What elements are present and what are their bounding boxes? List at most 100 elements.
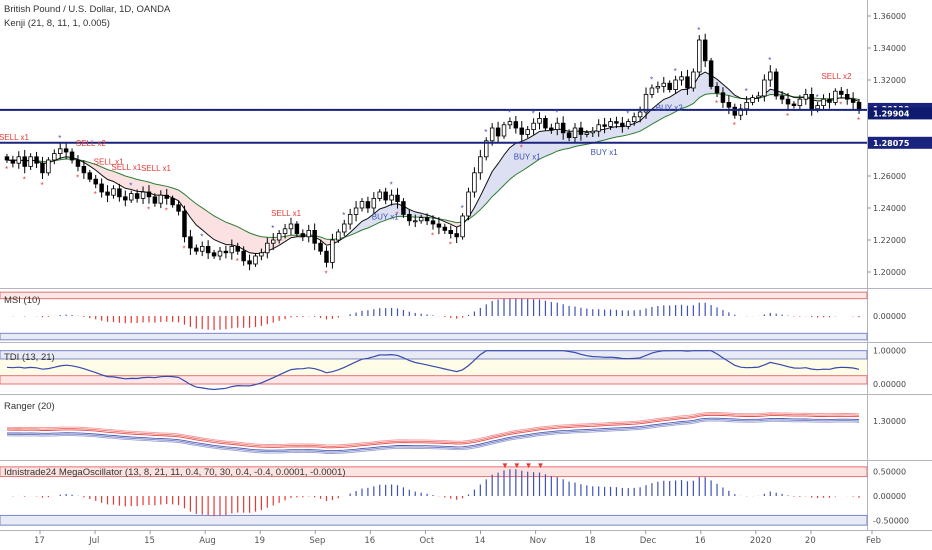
candle xyxy=(146,191,152,198)
candle xyxy=(549,127,554,131)
candle xyxy=(797,98,803,106)
sell-label: SELL x1 xyxy=(0,133,29,142)
candle xyxy=(4,156,10,161)
buy-star: * xyxy=(745,87,748,96)
candle xyxy=(22,156,27,167)
candle xyxy=(306,229,311,238)
ema-cloud xyxy=(214,215,220,243)
ema-cloud xyxy=(154,184,161,196)
buy-star: * xyxy=(58,134,61,143)
ema-cloud xyxy=(509,143,516,180)
time-label: 14 xyxy=(475,536,486,546)
candle xyxy=(170,197,175,206)
candle xyxy=(454,233,459,238)
sell-star: * xyxy=(857,116,860,125)
ema-cloud xyxy=(498,154,505,192)
ema-cloud xyxy=(361,218,368,230)
buy-star: * xyxy=(674,67,677,76)
ema-cloud xyxy=(113,171,120,185)
time-label: Oct xyxy=(419,536,434,546)
ema-cloud xyxy=(551,128,558,154)
ema-cloud xyxy=(675,89,682,112)
candle xyxy=(259,252,264,257)
candle xyxy=(495,127,501,137)
buy-label: BUY x1 xyxy=(514,152,542,161)
price-tick-label: 1.24000 xyxy=(873,204,906,213)
buy-star: * xyxy=(129,182,132,191)
buy-label: BUY x2 xyxy=(656,104,684,113)
ema-cloud xyxy=(616,126,623,137)
candle xyxy=(572,127,578,138)
candle xyxy=(324,250,329,263)
ema-cloud xyxy=(160,185,167,196)
buy-star: * xyxy=(508,108,511,117)
mega-sell-arrow: ▼ xyxy=(537,461,545,470)
buy-star: * xyxy=(816,93,819,102)
mega-sell-arrow: ▼ xyxy=(525,461,533,470)
time-label: Nov xyxy=(530,536,547,546)
tdi-line xyxy=(6,350,860,391)
tdi-lower-band xyxy=(0,375,868,385)
ema-cloud xyxy=(243,229,250,253)
ranger-lower xyxy=(7,417,860,452)
candle xyxy=(844,94,850,100)
ranger-upper xyxy=(6,414,860,449)
mega-sell-arrow: ▼ xyxy=(513,461,521,470)
ema-cloud xyxy=(492,163,499,197)
ema-cloud xyxy=(634,120,641,134)
candle xyxy=(850,98,856,103)
candle xyxy=(448,229,453,234)
candle xyxy=(81,165,87,174)
candle xyxy=(821,98,826,106)
candle xyxy=(442,226,448,231)
sell-star: * xyxy=(520,143,523,152)
ema-cloud xyxy=(504,147,510,186)
candle xyxy=(241,250,246,262)
ema-cloud xyxy=(480,183,487,210)
candle xyxy=(673,79,678,90)
price-label-box xyxy=(868,107,932,120)
mega-upper-band xyxy=(0,466,868,478)
time-label: 15 xyxy=(144,536,155,546)
candle xyxy=(584,132,590,135)
candle xyxy=(501,124,507,137)
ema-cloud xyxy=(586,131,593,145)
candle xyxy=(620,122,625,127)
candle xyxy=(188,236,193,249)
candle xyxy=(16,156,22,164)
candle xyxy=(418,217,424,222)
ema-cloud xyxy=(119,173,126,189)
candle xyxy=(282,228,288,235)
candle xyxy=(773,71,779,97)
ema-cloud xyxy=(107,169,114,182)
buy-star: * xyxy=(484,128,487,137)
sell-star: * xyxy=(76,173,79,182)
buy-star: * xyxy=(200,233,203,242)
candle xyxy=(140,191,146,199)
mega-title: Idnistrade24 MegaOscillator (13, 8, 21, … xyxy=(4,467,346,478)
ema-cloud xyxy=(515,141,522,175)
candle xyxy=(732,106,738,116)
candle xyxy=(63,148,69,153)
candle xyxy=(28,156,33,167)
candle xyxy=(702,39,708,62)
candle xyxy=(383,191,388,201)
candle xyxy=(839,90,844,95)
ema-cloud xyxy=(208,211,215,240)
candle xyxy=(294,223,300,234)
candle xyxy=(99,183,104,193)
ema-cloud xyxy=(237,226,244,250)
candle xyxy=(478,156,483,174)
ema-cloud xyxy=(391,203,398,218)
ranger-upper xyxy=(6,413,860,447)
candle xyxy=(176,204,181,212)
ema-cloud xyxy=(379,207,386,223)
candle xyxy=(626,121,631,127)
ema-cloud xyxy=(143,180,149,193)
candle xyxy=(395,194,400,202)
candle xyxy=(10,159,16,164)
ema-cloud xyxy=(557,128,564,152)
buy-star: * xyxy=(555,109,558,118)
candle xyxy=(436,223,442,228)
